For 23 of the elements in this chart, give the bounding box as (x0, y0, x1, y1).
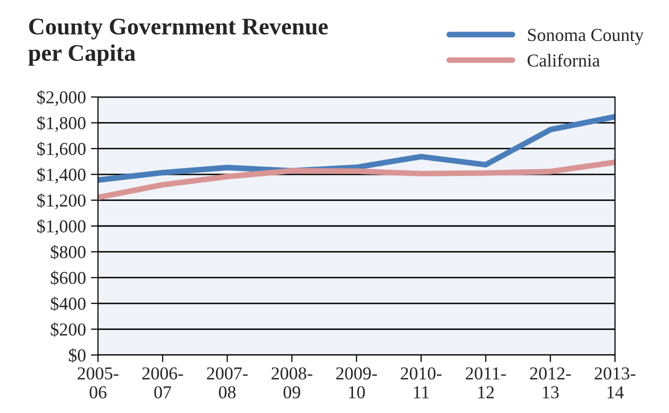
x-tick-label: 2013-14 (594, 367, 636, 398)
y-tick-label: $1,000 (37, 219, 86, 236)
x-tick-label: 2007-08 (206, 367, 248, 398)
chart-title: County Government Revenue per Capita (28, 18, 328, 66)
legend-label: Sonoma County (528, 28, 644, 45)
y-tick-label: $1,200 (37, 193, 86, 210)
x-tick-label: 2012-13 (530, 367, 571, 398)
x-tick-label: 2005-06 (78, 367, 118, 398)
x-tick-label: 2011-12 (466, 367, 506, 398)
y-tick-label: $2,000 (37, 90, 86, 106)
y-tick-label: $1,400 (37, 168, 86, 184)
y-tick-label: $200 (50, 322, 86, 337)
y-tick-label: $600 (50, 270, 86, 286)
y-tick-label: $1,800 (37, 116, 86, 132)
x-tick-label: 2009-10 (336, 367, 377, 398)
y-tick-label: $0 (68, 348, 86, 363)
legend-label: California (528, 54, 600, 67)
x-tick-label: 2010-11 (400, 367, 442, 398)
x-tick-label: 2008-09 (272, 367, 312, 398)
y-tick-label: $400 (50, 296, 86, 312)
x-tick-label: 2006-07 (142, 367, 184, 398)
y-tick-label: $1,600 (37, 142, 86, 158)
y-tick-label: $800 (50, 244, 86, 260)
